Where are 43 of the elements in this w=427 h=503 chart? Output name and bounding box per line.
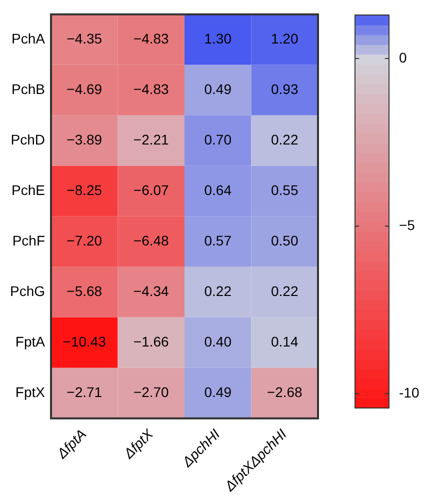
data-label: −3.89 — [66, 132, 102, 148]
data-label: −2.68 — [266, 384, 303, 400]
data-label: 0.49 — [204, 81, 232, 98]
data-label: 1.30 — [204, 30, 232, 47]
y-tick-label: PchF — [12, 232, 46, 248]
data-label: −2.21 — [133, 132, 170, 148]
y-tick-label: PchA — [12, 30, 46, 47]
data-label: 1.20 — [271, 30, 298, 47]
y-tick-label: PchB — [12, 81, 46, 98]
data-label: −5.68 — [66, 282, 102, 299]
data-label: −4.69 — [66, 81, 102, 98]
data-label: 0.57 — [204, 232, 232, 248]
data-label: −2.70 — [133, 384, 170, 400]
data-label: −4.34 — [133, 282, 170, 299]
data-label: −4.83 — [133, 81, 170, 98]
y-tick-label: PchG — [10, 282, 46, 299]
data-label: −10.43 — [62, 333, 106, 350]
data-label: −8.25 — [66, 182, 102, 198]
data-label: 0.22 — [271, 132, 298, 148]
data-label: 0.64 — [204, 182, 232, 198]
data-label: 0.55 — [271, 182, 298, 198]
color-bar-label: −5 — [399, 216, 416, 233]
y-tick-label: PchE — [12, 182, 46, 198]
data-label: −6.48 — [133, 232, 170, 248]
data-label: −2.71 — [66, 384, 102, 400]
data-label: −1.66 — [133, 333, 170, 350]
data-label: 0.70 — [204, 132, 232, 148]
y-tick-label: FptA — [15, 333, 46, 350]
data-label: −4.35 — [66, 30, 102, 47]
data-label: −6.07 — [133, 182, 170, 198]
data-label: 0.93 — [271, 81, 298, 98]
data-label: 0.22 — [271, 282, 298, 299]
color-bar-label: -10 — [399, 384, 420, 400]
y-tick-label: FptX — [15, 384, 46, 400]
data-label: −7.20 — [66, 232, 102, 248]
y-tick-label: PchD — [10, 132, 46, 148]
data-label: 0.49 — [204, 384, 232, 400]
data-label: 0.14 — [271, 333, 298, 350]
data-label: 0.40 — [204, 333, 232, 350]
data-label: 0.50 — [271, 232, 298, 248]
color-bar-label: 0 — [399, 49, 407, 66]
data-label: 0.22 — [204, 282, 232, 299]
data-label: −4.83 — [133, 30, 170, 47]
